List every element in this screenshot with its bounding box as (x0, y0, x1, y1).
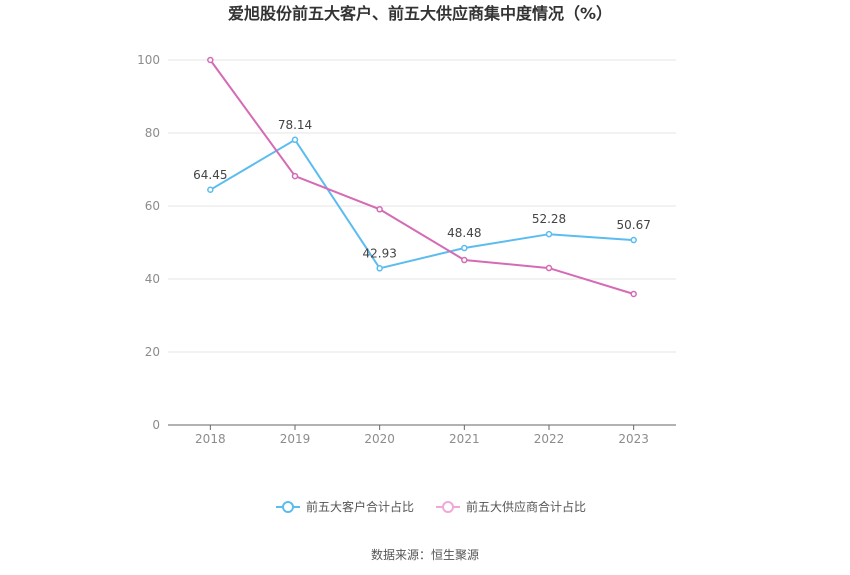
chart-title: 爱旭股份前五大客户、前五大供应商集中度情况（%） (228, 4, 612, 23)
data-label: 78.14 (278, 118, 312, 132)
data-label: 48.48 (447, 226, 481, 240)
x-tick-label: 2018 (195, 432, 226, 446)
data-point (207, 56, 214, 64)
data-point (291, 136, 299, 144)
data-label: 52.28 (532, 212, 566, 226)
data-point (461, 256, 468, 264)
grid-lines (168, 59, 676, 353)
y-tick-label: 0 (152, 418, 160, 432)
y-tick-label: 40 (145, 272, 160, 286)
series-2 (207, 56, 637, 298)
series-group: 64.45 78.14 42.93 48.48 52.28 50.67 (193, 56, 651, 298)
data-label: 50.67 (616, 218, 650, 232)
series-line (209, 138, 634, 270)
legend-label: 前五大客户合计占比 (306, 499, 414, 514)
legend[interactable]: 前五大客户合计占比 前五大供应商合计占比 (276, 499, 586, 514)
x-tick-label: 2020 (364, 432, 395, 446)
y-tick-label: 60 (145, 199, 160, 213)
legend-label: 前五大供应商合计占比 (466, 499, 586, 514)
data-point (630, 290, 637, 298)
legend-item-2[interactable]: 前五大供应商合计占比 (436, 499, 586, 514)
data-point (545, 230, 553, 238)
data-point (545, 264, 553, 272)
x-tick-label: 2023 (618, 432, 649, 446)
data-label: 64.45 (193, 168, 227, 182)
y-axis: 0 20 40 60 80 100 (137, 53, 160, 432)
y-tick-label: 20 (145, 345, 160, 359)
legend-item-1[interactable]: 前五大客户合计占比 (276, 499, 414, 514)
y-tick-label: 100 (137, 53, 160, 67)
series-1: 64.45 78.14 42.93 48.48 52.28 50.67 (193, 118, 651, 272)
x-tick-label: 2019 (280, 432, 311, 446)
y-tick-label: 80 (145, 126, 160, 140)
data-point (376, 265, 383, 272)
x-axis: 2018 2019 2020 2021 2022 2023 (195, 425, 649, 446)
data-point (207, 186, 214, 194)
legend-marker (442, 501, 455, 513)
data-point (461, 244, 468, 252)
x-tick-label: 2022 (534, 432, 565, 446)
series-line (209, 59, 634, 295)
data-point (376, 206, 383, 213)
legend-marker (282, 501, 294, 513)
x-tick-label: 2021 (449, 432, 480, 446)
data-label: 42.93 (362, 246, 396, 260)
data-point (630, 236, 637, 244)
source-text: 数据来源：恒生聚源 (371, 547, 479, 562)
data-point (291, 172, 299, 180)
